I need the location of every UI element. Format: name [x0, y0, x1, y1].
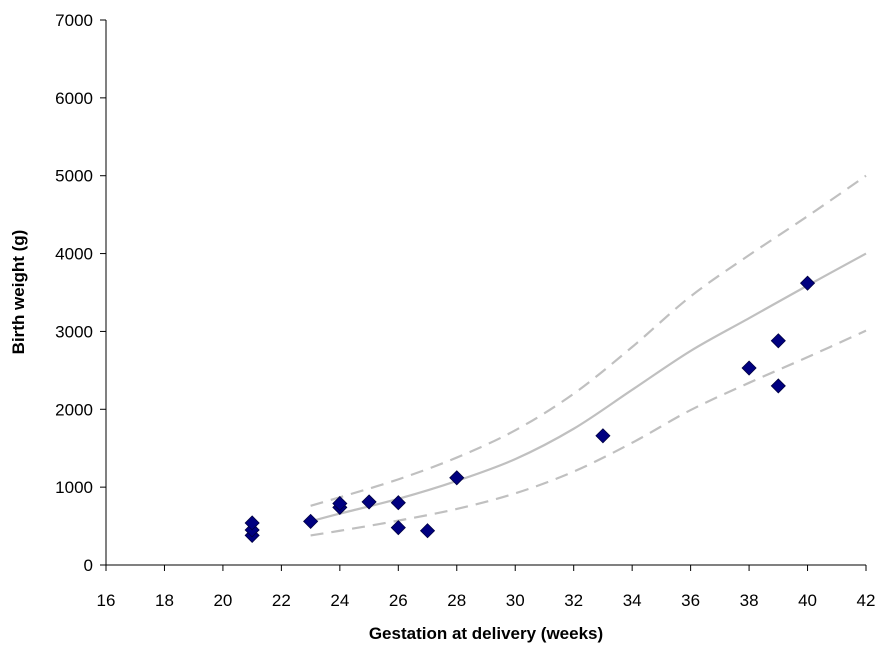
x-tick-label: 40 [798, 591, 817, 610]
x-tick-label: 28 [447, 591, 466, 610]
data-point-diamond [770, 333, 786, 349]
fit-lines [310, 174, 867, 537]
data-point-diamond [332, 495, 348, 512]
y-tick-label: 0 [84, 556, 93, 575]
dashed-reference-line [310, 174, 867, 507]
x-tick-label: 32 [564, 591, 583, 610]
data-point-diamond [361, 494, 377, 510]
solid-fit-line [310, 252, 867, 523]
data-point-diamond [419, 523, 436, 539]
x-tick-label: 30 [506, 591, 525, 610]
data-point-diamond [390, 520, 406, 536]
x-ticks: 16 18 20 22 24 26 28 30 32 34 36 38 40 42 [97, 565, 876, 610]
x-tick-label: 22 [272, 591, 291, 610]
dashed-reference-line [310, 329, 867, 537]
axes [105, 20, 866, 566]
data-point-diamond [244, 515, 260, 531]
y-tick-label: 7000 [55, 11, 93, 30]
y-tick-label: 3000 [55, 322, 93, 341]
data-point-diamond [741, 360, 757, 376]
x-tick-label: 16 [97, 591, 116, 610]
y-ticks: 0 1000 2000 3000 4000 5000 6000 7000 [55, 11, 106, 575]
x-tick-label: 34 [623, 591, 642, 610]
data-point-diamond [449, 470, 465, 486]
x-tick-label: 36 [681, 591, 700, 610]
data-point-diamond [799, 275, 816, 291]
y-tick-label: 2000 [55, 400, 93, 419]
x-tick-label: 42 [857, 591, 876, 610]
y-tick-label: 5000 [55, 167, 93, 186]
x-tick-label: 20 [213, 591, 232, 610]
x-tick-label: 24 [330, 591, 349, 610]
x-tick-label: 18 [155, 591, 174, 610]
x-tick-label: 38 [740, 591, 759, 610]
data-point-diamond [303, 513, 319, 529]
y-tick-label: 6000 [55, 89, 93, 108]
data-point-diamond [595, 428, 611, 444]
y-tick-label: 4000 [55, 245, 93, 264]
x-axis-title: Gestation at delivery (weeks) [369, 624, 603, 643]
x-tick-label: 26 [389, 591, 408, 610]
y-axis-title: Birth weight (g) [9, 230, 28, 355]
data-point-diamond [770, 378, 786, 394]
data-points [244, 275, 816, 543]
data-point-diamond [390, 495, 406, 511]
y-tick-label: 1000 [55, 478, 93, 497]
